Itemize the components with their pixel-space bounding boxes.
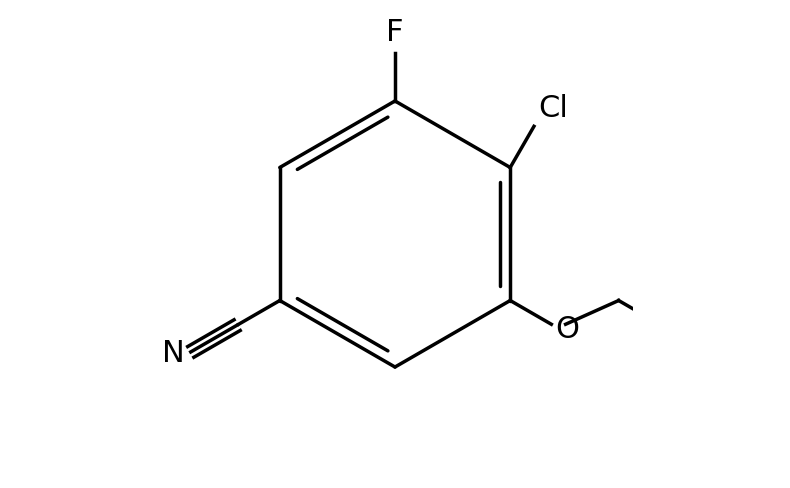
Text: Cl: Cl	[538, 93, 568, 122]
Text: F: F	[386, 18, 404, 47]
Text: O: O	[555, 314, 579, 343]
Text: N: N	[162, 339, 185, 367]
